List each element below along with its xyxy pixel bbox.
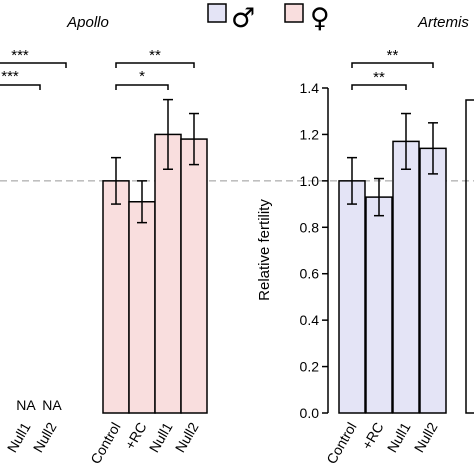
y-tick-label: 1.4 (300, 80, 320, 96)
bar (180, 138, 208, 414)
na-label: NA (42, 397, 62, 413)
significance-bracket (115, 84, 169, 90)
bar (128, 201, 156, 414)
x-tick-label: +RC (359, 420, 387, 453)
significance-bracket (0, 62, 67, 68)
y-tick-label: 0.0 (300, 405, 320, 421)
y-tick-label: 0.8 (300, 219, 320, 235)
significance-label: ** (149, 47, 161, 64)
legend-male-symbol: ♂ (231, 3, 255, 34)
x-tick-label: Null1 (4, 419, 34, 455)
y-tick-label: 0.2 (300, 359, 320, 375)
x-tick-label: Null2 (411, 419, 441, 455)
next-panel-edge (465, 99, 474, 414)
apollo-panel-title: Apollo (66, 14, 109, 31)
legend-female-symbol: ♀ (310, 3, 330, 34)
artemis-y-axis-label: Relative fertility (256, 199, 273, 301)
bar (419, 147, 447, 414)
na-label: NA (16, 397, 36, 413)
artemis-panel-title: Artemis (417, 14, 469, 31)
legend-female-swatch (284, 3, 304, 23)
significance-bracket (351, 62, 434, 68)
x-tick-label: Null2 (30, 419, 60, 455)
bar (102, 180, 130, 414)
significance-bracket (0, 84, 41, 90)
significance-bracket (115, 62, 195, 68)
significance-label: ** (387, 47, 399, 64)
significance-label: ** (373, 69, 385, 86)
x-tick-label: Null2 (172, 419, 202, 455)
artemis-panel: 0.0 0.2 0.4 0.6 0.8 1.0 1.2 1.4 Control+RCNull1N… (300, 47, 474, 467)
significance-bracket (351, 84, 407, 90)
y-tick-label: 1.0 (300, 173, 320, 189)
y-tick-label: 1.2 (300, 126, 320, 142)
x-tick-label: Control (87, 420, 123, 467)
significance-label: * (139, 68, 145, 85)
x-tick-label: Control (323, 420, 359, 467)
bar (365, 196, 393, 414)
bar (154, 133, 182, 414)
legend-male-swatch (207, 3, 227, 23)
significance-label: *** (1, 68, 19, 85)
bar (392, 140, 420, 414)
x-tick-label: Null1 (146, 419, 176, 455)
x-tick-label: Null1 (384, 419, 414, 455)
y-tick-label: 0.6 (300, 266, 320, 282)
y-tick-label: 0.4 (300, 312, 320, 328)
bar (338, 180, 366, 414)
significance-label: *** (11, 47, 29, 64)
